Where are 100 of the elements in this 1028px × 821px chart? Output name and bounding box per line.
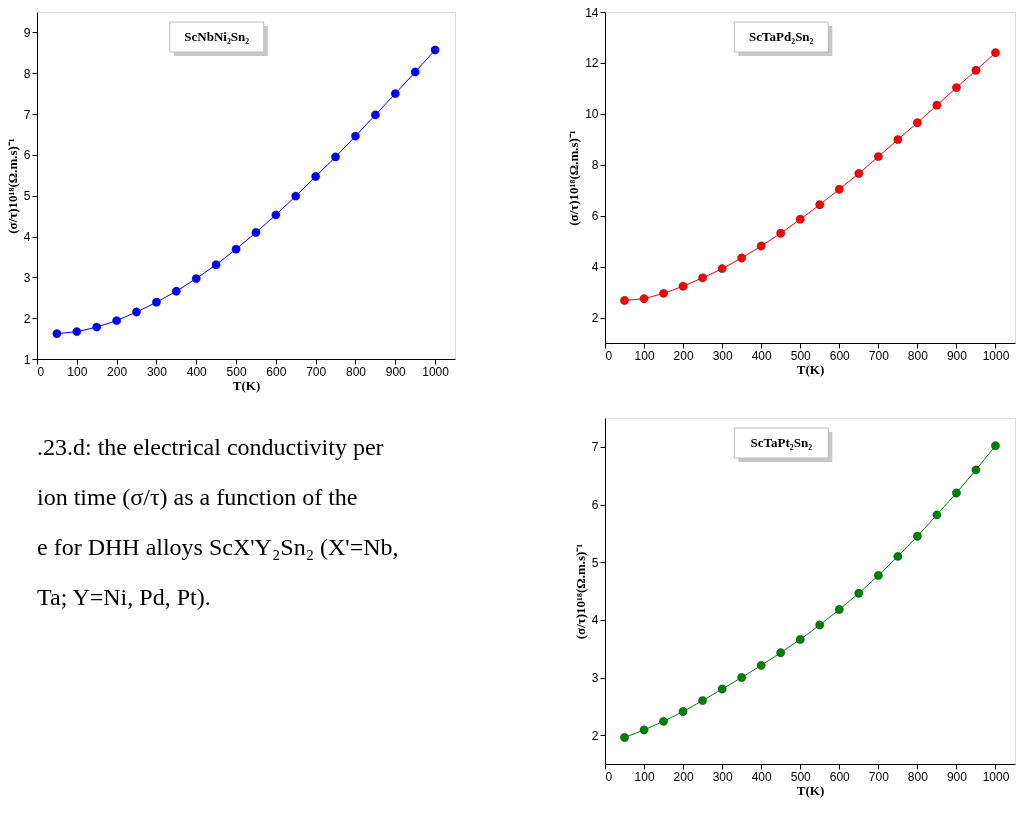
x-tick-label: 600 xyxy=(829,348,851,363)
y-tick-label: 6 xyxy=(23,148,31,163)
x-tick-label: 700 xyxy=(868,769,890,784)
y-tick-label: 14 xyxy=(585,5,599,20)
x-tick-label: 400 xyxy=(186,364,208,379)
y-tick-label: 4 xyxy=(591,613,599,628)
y-tick-label: 8 xyxy=(23,66,31,81)
y-tick-label: 10 xyxy=(585,107,599,122)
x-tick-label: 1000 xyxy=(982,348,1010,363)
point xyxy=(717,264,727,273)
x-tick-label: 300 xyxy=(146,364,168,379)
y-tick-label: 3 xyxy=(23,270,31,285)
y-tick-label: 8 xyxy=(591,158,599,173)
y-tick-label: 2 xyxy=(591,311,599,326)
point xyxy=(756,241,766,251)
x-tick-label: 500 xyxy=(790,769,812,784)
y-axis-title: (σ/τ)10¹⁸(Ω.m.s)⁻¹ xyxy=(566,130,582,226)
point xyxy=(913,118,922,128)
point xyxy=(291,191,301,201)
point xyxy=(311,172,320,181)
point xyxy=(678,707,688,716)
point xyxy=(620,296,629,305)
point xyxy=(815,200,825,210)
x-tick-label: 0 xyxy=(37,364,45,379)
x-tick-label: 300 xyxy=(712,769,733,784)
point xyxy=(737,253,746,263)
point xyxy=(854,588,864,598)
point xyxy=(991,48,1000,58)
y-tick-label: 2 xyxy=(23,311,31,326)
x-tick-label: 300 xyxy=(712,348,733,363)
point xyxy=(717,684,727,694)
y-tick-label: 6 xyxy=(591,209,599,224)
text: ScTaPt₂Sn₂ xyxy=(750,435,813,450)
point xyxy=(971,465,981,475)
point xyxy=(776,648,786,658)
point xyxy=(795,214,805,224)
point xyxy=(371,110,380,120)
point xyxy=(834,605,844,614)
y-tick-label: 2 xyxy=(591,728,599,743)
x-tick-label: 900 xyxy=(946,769,968,784)
point xyxy=(815,620,825,630)
point xyxy=(737,673,746,682)
y-tick-label: 6 xyxy=(591,498,599,512)
point xyxy=(430,45,440,55)
point xyxy=(698,273,707,283)
x-tick-label: 900 xyxy=(385,364,407,379)
x-tick-label: 800 xyxy=(345,364,367,379)
point xyxy=(971,65,981,75)
point xyxy=(874,571,883,580)
x-tick-label: 600 xyxy=(266,364,287,379)
text: ion time (σ/τ) as a function of the xyxy=(37,484,358,510)
point xyxy=(211,260,221,270)
point xyxy=(152,297,161,307)
x-tick-label: 0 xyxy=(605,348,613,363)
x-tick-label: 900 xyxy=(946,348,968,363)
x-axis-title: T(K) xyxy=(796,361,825,377)
x-tick-label: 100 xyxy=(634,769,655,784)
x-tick-label: 200 xyxy=(673,769,694,784)
point xyxy=(893,552,903,561)
x-tick-label: 500 xyxy=(790,348,812,363)
y-tick-label: 5 xyxy=(23,189,31,204)
y-tick-label: 7 xyxy=(591,440,599,455)
point xyxy=(874,152,883,161)
point xyxy=(351,131,360,141)
y-tick-label: 7 xyxy=(23,107,31,122)
point xyxy=(112,316,121,325)
text: e for DHH alloys ScX'Y₂Sn₂ (X'=Nb, xyxy=(37,534,399,560)
y-axis-title: (σ/τ)10¹⁸(Ω.m.s)⁻¹ xyxy=(572,543,588,640)
point xyxy=(659,289,668,298)
point xyxy=(913,531,922,541)
point xyxy=(659,717,668,726)
y-axis-title: (σ/τ)10¹⁸(Ω.m.s)⁻¹ xyxy=(4,138,20,234)
y-tick-label: 3 xyxy=(591,671,599,685)
x-axis-title: T(K) xyxy=(796,782,825,798)
x-tick-label: 0 xyxy=(605,769,613,784)
x-tick-label: 100 xyxy=(634,348,655,363)
x-tick-label: 200 xyxy=(107,364,128,379)
point xyxy=(191,274,201,283)
text: Ta; Y=Ni, Pd, Pt). xyxy=(37,584,211,610)
point xyxy=(893,135,903,144)
point xyxy=(795,635,805,644)
y-tick-label: 1 xyxy=(23,352,31,367)
x-tick-label: 700 xyxy=(306,364,327,379)
text: ScTaPd₂Sn₂ xyxy=(749,29,814,44)
point xyxy=(834,184,844,194)
point xyxy=(639,294,649,304)
x-tick-label: 500 xyxy=(226,364,247,379)
point xyxy=(952,488,961,498)
x-axis-title: T(K) xyxy=(232,377,261,393)
point xyxy=(410,67,420,77)
point xyxy=(231,244,241,254)
point xyxy=(72,327,82,336)
point xyxy=(678,281,688,291)
y-tick-label: 5 xyxy=(591,555,599,570)
y-tick-label: 4 xyxy=(591,260,599,275)
point xyxy=(932,510,942,520)
text: .23.d: the electrical conductivity per xyxy=(37,434,384,460)
point xyxy=(390,89,400,98)
x-tick-label: 800 xyxy=(907,348,929,363)
x-tick-label: 700 xyxy=(868,348,890,363)
